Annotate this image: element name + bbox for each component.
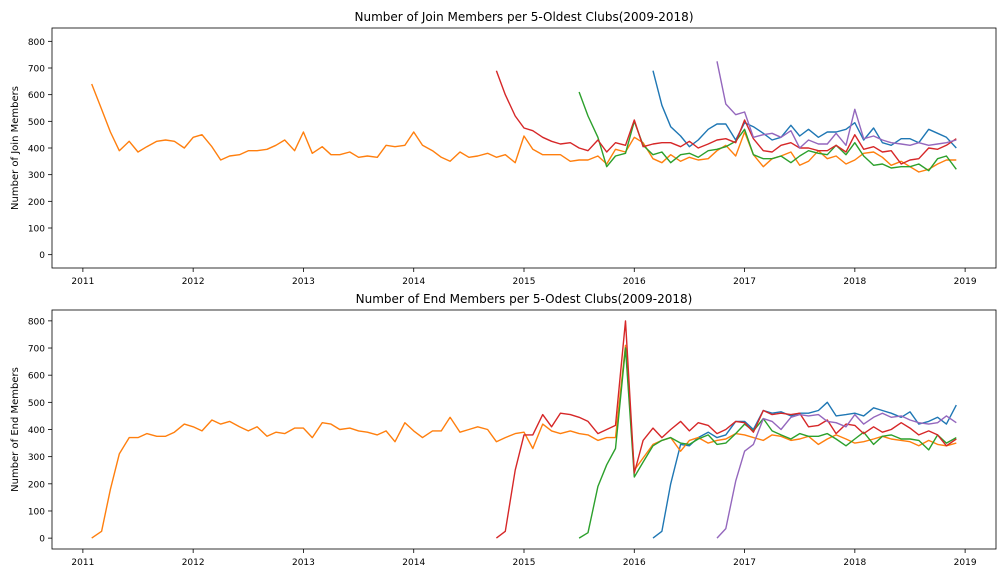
- series-line-2: [91, 83, 957, 173]
- join-members-chart: Number of Join Members per 5-Oldest Club…: [10, 10, 997, 287]
- x-tick-label: 2012: [182, 558, 205, 568]
- y-tick-label: 0: [39, 251, 45, 261]
- x-tick-label: 2011: [71, 558, 94, 568]
- y-tick-label: 600: [28, 91, 45, 101]
- series-line-1: [652, 401, 957, 539]
- x-tick-label: 2014: [402, 558, 425, 568]
- y-tick-label: 400: [28, 426, 45, 436]
- y-tick-label: 300: [28, 453, 45, 463]
- x-tick-label: 2014: [402, 277, 425, 287]
- y-tick-label: 200: [28, 198, 45, 208]
- x-tick-label: 2015: [513, 277, 536, 287]
- x-tick-label: 2012: [182, 277, 205, 287]
- y-axis-label: Number of End Members: [10, 367, 21, 492]
- y-tick-label: 100: [28, 225, 45, 235]
- x-tick-label: 2013: [292, 558, 315, 568]
- x-tick-label: 2016: [623, 558, 646, 568]
- plot-frame: [51, 27, 997, 269]
- series-line-5: [716, 61, 957, 149]
- series-line-4: [495, 320, 957, 539]
- x-tick-label: 2018: [843, 277, 866, 287]
- series-line-1: [652, 70, 957, 149]
- plot-frame: [51, 309, 997, 550]
- x-tick-label: 2015: [513, 558, 536, 568]
- y-axis-label: Number of Join Members: [10, 86, 21, 210]
- y-tick-label: 100: [28, 507, 45, 517]
- y-tick-label: 800: [28, 38, 45, 48]
- series-line-3: [578, 91, 957, 172]
- x-tick-label: 2017: [733, 277, 756, 287]
- series-line-3: [578, 347, 957, 539]
- x-tick-label: 2019: [954, 558, 977, 568]
- series-line-4: [495, 70, 957, 165]
- x-tick-label: 2019: [954, 277, 977, 287]
- y-tick-label: 0: [39, 535, 45, 545]
- end-members-chart: Number of End Members per 5-Odest Clubs(…: [10, 292, 997, 568]
- chart-title: Number of End Members per 5-Odest Clubs(…: [356, 292, 693, 306]
- y-tick-label: 700: [28, 345, 45, 355]
- y-tick-label: 400: [28, 145, 45, 155]
- y-tick-label: 700: [28, 65, 45, 75]
- series-line-5: [716, 412, 957, 539]
- y-tick-label: 800: [28, 317, 45, 327]
- chart-title: Number of Join Members per 5-Oldest Club…: [354, 10, 693, 24]
- y-tick-label: 300: [28, 171, 45, 181]
- x-tick-label: 2018: [843, 558, 866, 568]
- y-tick-label: 500: [28, 118, 45, 128]
- series-line-2: [91, 344, 957, 539]
- y-tick-label: 600: [28, 372, 45, 382]
- y-tick-label: 500: [28, 399, 45, 409]
- x-tick-label: 2013: [292, 277, 315, 287]
- x-tick-label: 2011: [71, 277, 94, 287]
- x-tick-label: 2016: [623, 277, 646, 287]
- x-tick-label: 2017: [733, 558, 756, 568]
- y-tick-label: 200: [28, 480, 45, 490]
